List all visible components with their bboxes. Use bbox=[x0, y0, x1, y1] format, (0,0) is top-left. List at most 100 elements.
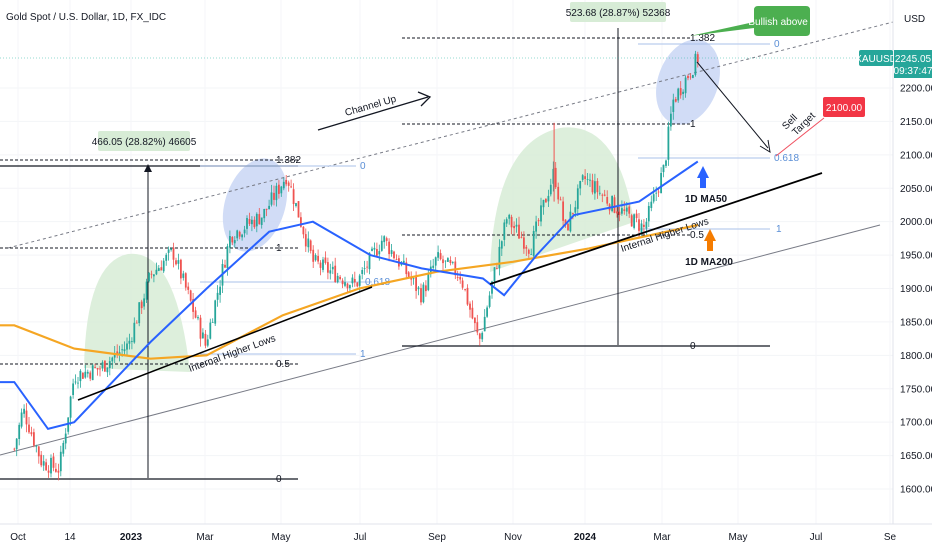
candle-body bbox=[623, 209, 626, 211]
candle-body bbox=[684, 77, 687, 94]
candle-body bbox=[324, 257, 327, 263]
time-tick-label: Mar bbox=[196, 532, 214, 543]
candle-body bbox=[72, 383, 74, 395]
candle-body bbox=[625, 207, 628, 212]
candle-body bbox=[126, 343, 128, 350]
candle-body bbox=[652, 194, 655, 202]
candle-body bbox=[40, 454, 43, 466]
channel-lower-line[interactable] bbox=[0, 224, 881, 456]
price-axis[interactable] bbox=[894, 0, 932, 524]
candle-body bbox=[238, 231, 241, 237]
fib-right-05-label: 0.5 bbox=[690, 230, 704, 241]
price-tick-label: 2050.00 bbox=[900, 184, 932, 195]
projection-line[interactable] bbox=[696, 61, 769, 149]
candle-body bbox=[304, 234, 307, 247]
candle-body bbox=[694, 53, 697, 75]
candles[interactable] bbox=[13, 50, 699, 481]
channel-upper-line[interactable] bbox=[7, 21, 894, 249]
candle-body bbox=[236, 230, 239, 239]
symbol-title[interactable]: Gold Spot / U.S. Dollar, 1D, FX_IDC bbox=[6, 12, 166, 23]
time-tick-label: Jul bbox=[354, 532, 367, 543]
candle-body bbox=[334, 265, 337, 282]
candle-body bbox=[647, 206, 650, 222]
candle-body bbox=[243, 229, 246, 234]
candle-body bbox=[214, 300, 217, 324]
candle-body bbox=[135, 322, 138, 324]
candle-body bbox=[309, 240, 312, 251]
candle-body bbox=[349, 285, 351, 289]
candle-body bbox=[209, 322, 212, 339]
candle-body bbox=[206, 339, 209, 346]
candle-body bbox=[508, 214, 511, 219]
candle-body bbox=[111, 357, 114, 362]
current-price-label: 2245.05 bbox=[895, 54, 932, 65]
measure-right-label: 523.68 (28.87%) 52368 bbox=[566, 8, 671, 19]
currency-label[interactable]: USD bbox=[904, 14, 925, 25]
time-tick-label: May bbox=[272, 532, 291, 543]
candle-body bbox=[422, 284, 425, 303]
candle-body bbox=[33, 432, 35, 446]
current-price-badge[interactable] bbox=[894, 50, 932, 78]
candle-body bbox=[442, 259, 444, 264]
candle-body bbox=[62, 443, 65, 454]
price-tick-label: 1650.00 bbox=[900, 451, 932, 462]
candle-body bbox=[153, 274, 155, 277]
ticker-badge[interactable] bbox=[859, 50, 893, 66]
candle-body bbox=[229, 236, 231, 248]
candle-body bbox=[530, 254, 533, 255]
ma50-label: 1D MA50 bbox=[685, 194, 728, 205]
price-tick-label: 2150.00 bbox=[900, 117, 932, 128]
candle-body bbox=[679, 88, 682, 96]
internal-higher-lows-line-2[interactable] bbox=[489, 172, 823, 285]
candle-body bbox=[395, 259, 398, 260]
candle-body bbox=[390, 250, 393, 254]
candle-body bbox=[598, 192, 601, 194]
candle-body bbox=[74, 381, 77, 383]
candle-body bbox=[84, 371, 87, 378]
price-tick-label: 1900.00 bbox=[900, 284, 932, 295]
price-tick-label: 2000.00 bbox=[900, 217, 932, 228]
candle-body bbox=[35, 445, 38, 447]
candle-body bbox=[199, 317, 202, 339]
measure-left-box[interactable] bbox=[98, 131, 190, 151]
candle-body bbox=[660, 173, 662, 194]
target-price-badge[interactable] bbox=[823, 97, 865, 117]
green-shade-1 bbox=[84, 253, 190, 372]
fib-left-0-label: 0 bbox=[276, 474, 282, 485]
internal-higher-lows-line-1[interactable] bbox=[77, 286, 373, 401]
candle-body bbox=[194, 310, 197, 318]
candle-body bbox=[268, 205, 270, 209]
fib-right: 1.382 1 0.5 0 0 0.618 1 bbox=[402, 33, 799, 352]
candle-body bbox=[319, 262, 322, 268]
ma50-line[interactable] bbox=[0, 160, 699, 431]
blue-shade-2 bbox=[656, 39, 720, 125]
candle-body bbox=[246, 218, 248, 229]
time-tick-label: 2024 bbox=[574, 532, 597, 543]
ma200-label: 1D MA200 bbox=[685, 257, 733, 268]
measure-right-box[interactable] bbox=[570, 2, 666, 22]
candle-body bbox=[535, 221, 537, 232]
candle-body bbox=[525, 246, 528, 249]
candle-body bbox=[148, 272, 150, 282]
candle-body bbox=[216, 292, 219, 300]
candle-body bbox=[346, 283, 349, 289]
ma200-line[interactable] bbox=[0, 223, 699, 360]
candle-body bbox=[407, 272, 410, 278]
candle-body bbox=[13, 448, 16, 450]
candle-body bbox=[314, 255, 317, 261]
candle-body bbox=[670, 113, 672, 127]
target-connector-line bbox=[775, 117, 825, 157]
candle-body bbox=[456, 277, 459, 278]
candle-body bbox=[175, 260, 177, 265]
candle-body bbox=[491, 281, 493, 294]
candle-body bbox=[584, 176, 586, 179]
candle-body bbox=[459, 276, 462, 280]
candle-body bbox=[427, 274, 430, 291]
time-tick-label: 14 bbox=[64, 532, 76, 543]
bullish-callout[interactable] bbox=[690, 6, 810, 36]
candle-body bbox=[589, 179, 591, 181]
candle-body bbox=[231, 237, 234, 243]
channel-up-arrow-line[interactable] bbox=[317, 96, 429, 131]
candle-body bbox=[434, 257, 437, 266]
